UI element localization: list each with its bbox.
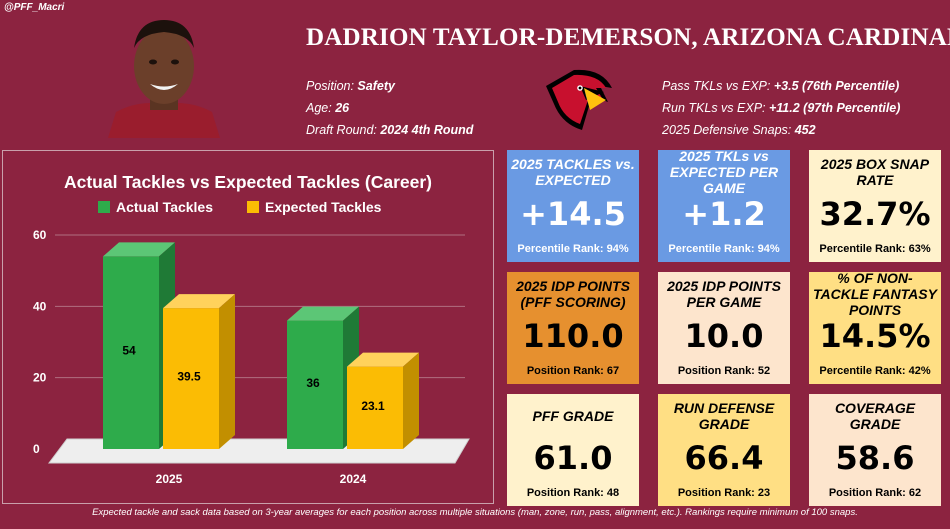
stat-card-title: 2025 BOX SNAP RATE: [820, 156, 930, 188]
stat-card-title: 2025 IDP POINTS (PFF SCORING): [516, 278, 630, 310]
stat-card-value: 14.5%: [819, 317, 931, 355]
y-tick-label: 40: [33, 299, 47, 313]
bio-draft: Draft Round: 2024 4th Round: [306, 123, 474, 137]
stat-card-rank: Percentile Rank: 94%: [517, 243, 629, 255]
stat-defensive-snaps: 2025 Defensive Snaps: 452: [662, 123, 816, 137]
stat-card-value: 58.6: [835, 439, 915, 477]
bar-data-label: 39.5: [177, 370, 201, 384]
stat-card-value: 66.4: [684, 439, 764, 477]
stat-card: RUN DEFENSE GRADE 66.4 Position Rank: 23: [658, 394, 790, 506]
stat-card-title: RUN DEFENSE GRADE: [673, 400, 775, 432]
bar-expected: [347, 366, 403, 449]
legend-swatch-expected: [247, 201, 259, 213]
y-tick-label: 60: [33, 228, 47, 242]
legend-swatch-actual: [98, 201, 110, 213]
stat-pass-tkls: Pass TKLs vs EXP: +3.5 (76th Percentile): [662, 79, 900, 93]
stat-card-value: +14.5: [520, 195, 626, 233]
legend-label-expected: Expected Tackles: [265, 199, 382, 215]
x-tick-label: 2025: [156, 472, 183, 486]
bio-block: Position: Safety Age: 26 Draft Round: 20…: [306, 78, 473, 144]
tackles-chart: Actual Tackles vs Expected Tackles (Care…: [33, 172, 470, 486]
stat-card: 2025 TKLs vs EXPECTED PER GAME +1.2 Percen…: [658, 150, 790, 262]
y-tick-label: 20: [33, 371, 47, 385]
player-name: DADRION TAYLOR-DEMERSON, ARIZONA CARDINA…: [306, 24, 950, 51]
tackles-chart-panel: Actual Tackles vs Expected Tackles (Care…: [2, 150, 494, 504]
stat-card-rank: Position Rank: 52: [677, 365, 771, 377]
stat-card-title: 2025 IDP POINTS PER GAME: [667, 278, 781, 310]
plot-area: 0 20 40 60 54 39.5 2025 36 23.1 2024: [33, 228, 470, 486]
footnote: Expected tackle and sack data based on 3…: [92, 507, 858, 518]
tackle-stats-block: Pass TKLs vs EXP: +3.5 (76th Percentile)…: [662, 78, 900, 144]
stat-card: 2025 IDP POINTS (PFF SCORING) 110.0 Positi…: [507, 272, 639, 384]
stat-card-title: 2025 TKLs vs EXPECTED PER GAME: [669, 150, 779, 196]
stat-card-title: PFF GRADE: [532, 408, 614, 424]
stat-card-value: +1.2: [682, 195, 766, 233]
stat-card: % OF NON-TACKLE FANTASY POINTS 14.5% Perce…: [809, 272, 941, 384]
bar-top-face: [163, 294, 235, 309]
stat-card: COVERAGE GRADE 58.6 Position Rank: 62: [809, 394, 941, 506]
stat-run-tkls: Run TKLs vs EXP: +11.2 (97th Percentile): [662, 101, 901, 115]
stat-card-rank: Percentile Rank: 42%: [819, 365, 931, 377]
stat-card-rank: Percentile Rank: 94%: [668, 243, 780, 255]
bar-actual: [287, 320, 343, 449]
bar-expected: [163, 308, 219, 449]
bar-top-face: [103, 242, 175, 257]
bar-side-face: [219, 294, 235, 449]
stat-card-title: 2025 TACKLES vs. EXPECTED: [511, 156, 635, 188]
bar-data-label: 54: [122, 344, 136, 358]
stat-card-title: COVERAGE GRADE: [834, 400, 916, 432]
bar-side-face: [403, 352, 419, 449]
cardinals-logo: [540, 66, 624, 138]
legend-label-actual: Actual Tackles: [116, 199, 213, 215]
stat-card-title: % OF NON-TACKLE FANTASY POINTS: [813, 272, 937, 318]
stat-card-rank: Position Rank: 48: [526, 487, 620, 499]
author-handle: @PFF_Macri: [4, 2, 65, 13]
stat-card-rank: Position Rank: 67: [526, 365, 620, 377]
chart-legend: Actual Tackles Expected Tackles: [98, 199, 382, 215]
bar-actual: [103, 256, 159, 449]
bar-data-label: 23.1: [361, 399, 385, 413]
bio-position: Position: Safety: [306, 79, 395, 93]
stat-card-rank: Percentile Rank: 63%: [819, 243, 931, 255]
stat-card: PFF GRADE 61.0 Position Rank: 48: [507, 394, 639, 506]
bio-age: Age: 26: [306, 101, 350, 115]
bar-data-label: 36: [306, 376, 320, 390]
bar-top-face: [287, 306, 359, 321]
stat-card-value: 10.0: [684, 317, 764, 355]
chart-title: Actual Tackles vs Expected Tackles (Care…: [64, 172, 432, 192]
stat-card-value: 110.0: [522, 317, 624, 355]
player-photo: [108, 8, 220, 138]
stat-card-rank: Position Rank: 23: [677, 487, 771, 499]
stat-card-value: 32.7%: [819, 195, 931, 233]
stat-card-rank: Position Rank: 62: [828, 487, 922, 499]
bar-top-face: [347, 352, 419, 367]
x-tick-label: 2024: [340, 472, 367, 486]
stat-card: 2025 IDP POINTS PER GAME 10.0 Position Ran…: [658, 272, 790, 384]
stat-card: 2025 TACKLES vs. EXPECTED +14.5 Percentile…: [507, 150, 639, 262]
y-tick-label: 0: [33, 442, 40, 456]
stat-card: 2025 BOX SNAP RATE 32.7% Percentile Rank: …: [809, 150, 941, 262]
stat-card-value: 61.0: [533, 439, 613, 477]
